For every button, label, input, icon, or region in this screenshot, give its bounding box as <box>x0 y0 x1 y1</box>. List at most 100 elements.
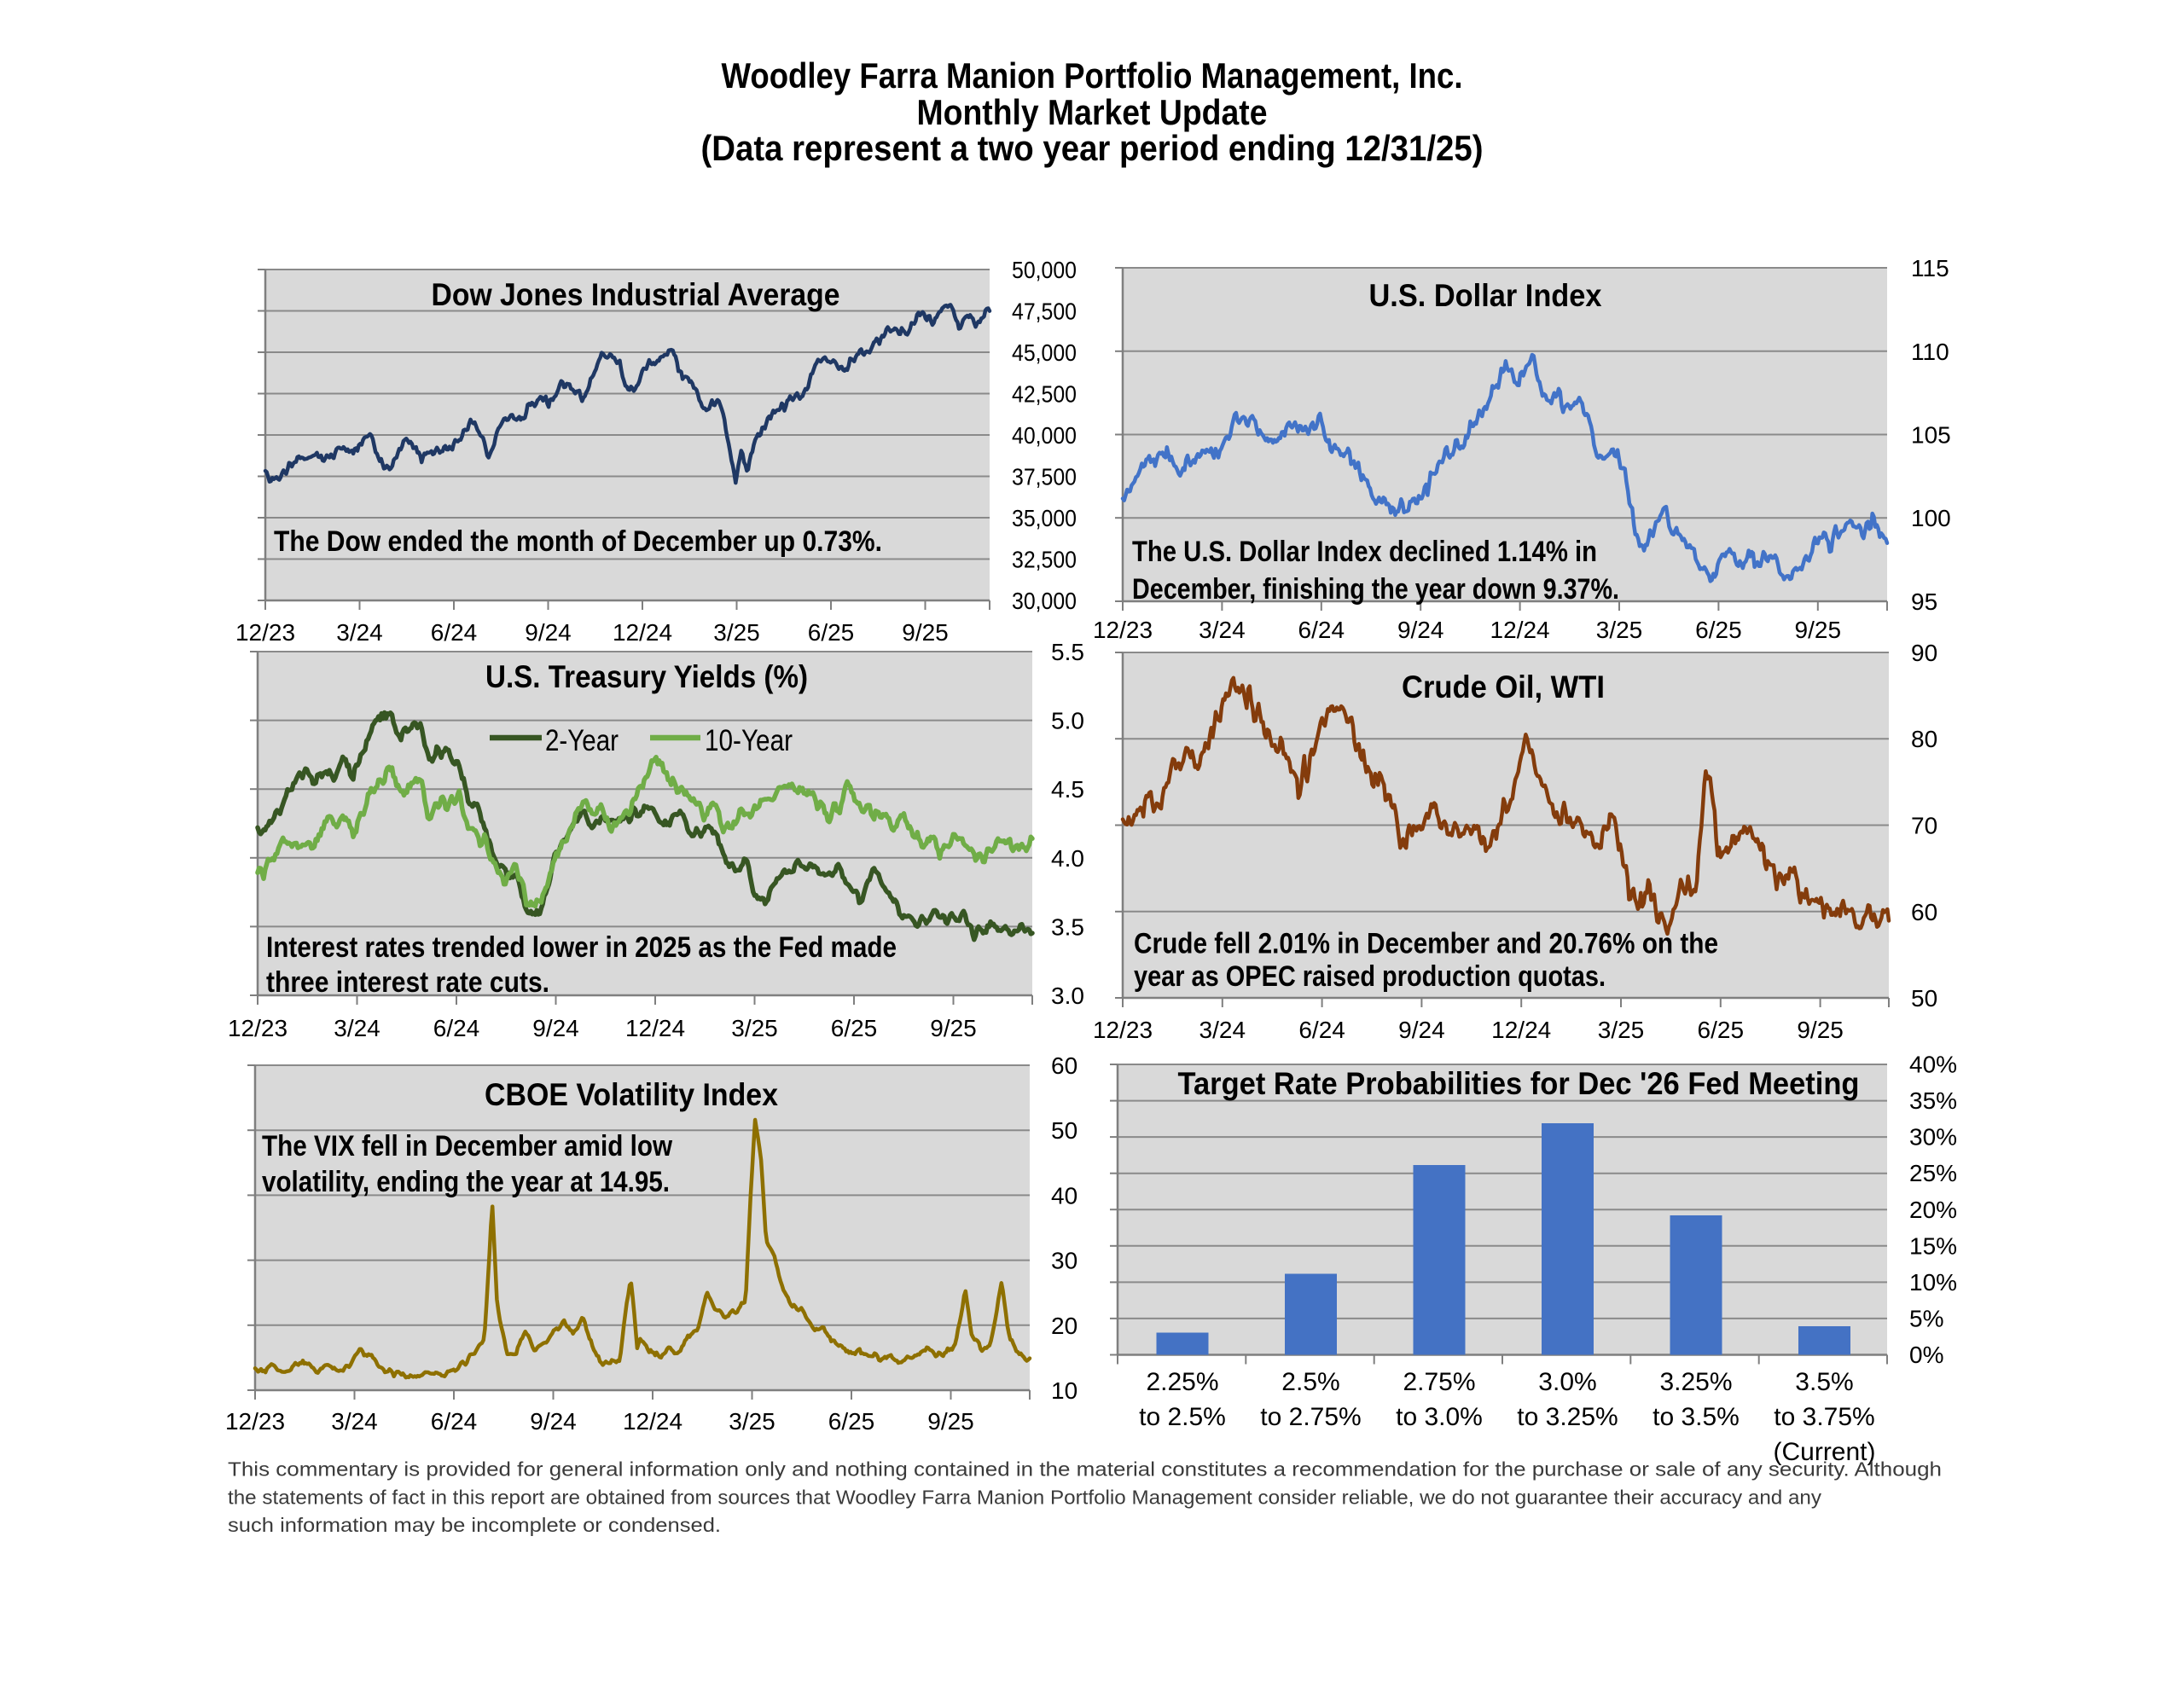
svg-text:9/24: 9/24 <box>1398 1017 1445 1043</box>
svg-text:(Current): (Current) <box>1773 1438 1875 1466</box>
svg-text:9/25: 9/25 <box>930 1015 977 1041</box>
svg-text:95: 95 <box>1911 588 1937 615</box>
svg-text:90: 90 <box>1911 640 1937 666</box>
svg-text:20: 20 <box>1051 1313 1077 1339</box>
svg-text:12/24: 12/24 <box>1491 1017 1551 1043</box>
svg-text:6/25: 6/25 <box>831 1015 878 1041</box>
svg-text:110: 110 <box>1911 339 1949 365</box>
svg-text:9/24: 9/24 <box>1397 617 1444 643</box>
svg-text:three interest rate cuts.: three interest rate cuts. <box>266 966 549 999</box>
svg-text:Target Rate Probabilities for: Target Rate Probabilities for Dec '26 Fe… <box>1178 1066 1860 1101</box>
svg-text:2.75%: 2.75% <box>1403 1368 1475 1396</box>
svg-text:The Dow ended the month of Dec: The Dow ended the month of December up 0… <box>274 525 882 558</box>
svg-text:70: 70 <box>1911 813 1937 839</box>
svg-text:25%: 25% <box>1909 1160 1957 1186</box>
svg-text:12/24: 12/24 <box>1490 617 1550 643</box>
svg-text:12/24: 12/24 <box>625 1015 685 1041</box>
svg-text:The VIX fell in December amid: The VIX fell in December amid low <box>262 1130 672 1162</box>
svg-text:2-Year: 2-Year <box>545 724 619 757</box>
svg-text:3/24: 3/24 <box>334 1015 380 1041</box>
svg-text:15%: 15% <box>1909 1232 1957 1259</box>
svg-text:to 2.5%: to 2.5% <box>1139 1403 1226 1431</box>
svg-text:3/24: 3/24 <box>331 1408 378 1435</box>
svg-text:3/25: 3/25 <box>729 1408 775 1435</box>
svg-text:12/23: 12/23 <box>225 1408 285 1435</box>
svg-text:10: 10 <box>1051 1377 1077 1404</box>
svg-text:12/23: 12/23 <box>1093 617 1153 643</box>
svg-text:50: 50 <box>1911 985 1937 1012</box>
svg-text:U.S. Dollar Index: U.S. Dollar Index <box>1369 278 1602 313</box>
svg-text:U.S. Treasury Yields (%): U.S. Treasury Yields (%) <box>485 659 808 694</box>
svg-text:6/25: 6/25 <box>1695 617 1742 643</box>
svg-text:such information may be incomp: such information may be incomplete or co… <box>228 1514 721 1536</box>
svg-text:CBOE Volatility Index: CBOE Volatility Index <box>485 1077 778 1112</box>
svg-text:9/25: 9/25 <box>1795 617 1842 643</box>
svg-text:December, finishing the year d: December, finishing the year down 9.37%. <box>1132 573 1619 606</box>
svg-text:Crude Oil, WTI: Crude Oil, WTI <box>1402 670 1605 704</box>
svg-text:5.0: 5.0 <box>1051 708 1084 734</box>
svg-text:3.25%: 3.25% <box>1659 1368 1732 1396</box>
svg-text:20%: 20% <box>1909 1197 1957 1223</box>
svg-text:100: 100 <box>1911 505 1951 531</box>
svg-text:4.5: 4.5 <box>1051 776 1084 803</box>
svg-text:volatility, ending the year at: volatility, ending the year at 14.95. <box>262 1166 670 1198</box>
svg-text:3/25: 3/25 <box>713 619 760 646</box>
svg-text:50: 50 <box>1051 1117 1077 1144</box>
svg-text:9/25: 9/25 <box>902 619 949 646</box>
svg-text:2.25%: 2.25% <box>1146 1368 1218 1396</box>
svg-text:80: 80 <box>1911 726 1937 752</box>
svg-text:0%: 0% <box>1909 1342 1943 1368</box>
svg-text:3/24: 3/24 <box>1199 1017 1246 1043</box>
svg-text:45,000: 45,000 <box>1012 339 1077 366</box>
svg-text:40,000: 40,000 <box>1012 422 1077 449</box>
svg-text:Woodley Farra Manion Portfolio: Woodley Farra Manion Portfolio Managemen… <box>722 55 1463 96</box>
svg-text:6/24: 6/24 <box>431 619 478 646</box>
svg-text:9/24: 9/24 <box>525 619 572 646</box>
svg-text:40: 40 <box>1051 1182 1077 1209</box>
svg-text:9/24: 9/24 <box>530 1408 577 1435</box>
svg-text:35,000: 35,000 <box>1012 505 1077 531</box>
svg-text:105: 105 <box>1911 422 1951 449</box>
svg-text:3.5%: 3.5% <box>1795 1368 1853 1396</box>
svg-text:Dow Jones Industrial Average: Dow Jones Industrial Average <box>432 277 840 312</box>
svg-text:to 3.0%: to 3.0% <box>1396 1403 1483 1431</box>
svg-text:3/24: 3/24 <box>1199 617 1246 643</box>
svg-text:12/23: 12/23 <box>228 1015 288 1041</box>
svg-text:This commentary is provided fo: This commentary is provided for general … <box>228 1458 1942 1481</box>
svg-text:12/23: 12/23 <box>235 619 295 646</box>
svg-text:10-Year: 10-Year <box>705 724 793 757</box>
svg-text:to 3.75%: to 3.75% <box>1774 1403 1874 1431</box>
svg-text:9/24: 9/24 <box>532 1015 579 1041</box>
svg-text:the statements of fact in this: the statements of fact in this report ar… <box>228 1486 1822 1508</box>
svg-text:5.5: 5.5 <box>1051 639 1084 665</box>
svg-text:6/25: 6/25 <box>808 619 855 646</box>
svg-text:6/24: 6/24 <box>431 1408 478 1435</box>
svg-text:Monthly Market Update: Monthly Market Update <box>917 92 1268 132</box>
svg-text:Interest rates trended lower i: Interest rates trended lower in 2025 as … <box>266 931 897 964</box>
svg-text:to 2.75%: to 2.75% <box>1260 1403 1361 1431</box>
svg-text:3.0%: 3.0% <box>1538 1368 1596 1396</box>
svg-text:year as OPEC raised production: year as OPEC raised production quotas. <box>1134 960 1606 993</box>
svg-text:4.0: 4.0 <box>1051 845 1084 872</box>
svg-text:30,000: 30,000 <box>1012 588 1077 614</box>
svg-text:115: 115 <box>1911 255 1949 281</box>
svg-text:10%: 10% <box>1909 1269 1957 1296</box>
svg-text:9/25: 9/25 <box>1797 1017 1844 1043</box>
svg-text:60: 60 <box>1911 899 1937 925</box>
svg-text:50,000: 50,000 <box>1012 257 1077 283</box>
svg-text:60: 60 <box>1051 1052 1077 1079</box>
svg-text:3.5: 3.5 <box>1051 913 1084 940</box>
svg-text:35%: 35% <box>1909 1087 1957 1114</box>
svg-text:to 3.5%: to 3.5% <box>1653 1403 1740 1431</box>
svg-text:37,500: 37,500 <box>1012 464 1077 490</box>
svg-text:6/24: 6/24 <box>433 1015 480 1041</box>
svg-text:9/25: 9/25 <box>927 1408 974 1435</box>
svg-text:5%: 5% <box>1909 1305 1943 1331</box>
svg-text:12/23: 12/23 <box>1093 1017 1153 1043</box>
svg-text:6/25: 6/25 <box>828 1408 875 1435</box>
svg-text:30%: 30% <box>1909 1124 1957 1151</box>
svg-text:(Data represent a two year per: (Data represent a two year period ending… <box>701 128 1484 168</box>
svg-text:40%: 40% <box>1909 1052 1957 1078</box>
svg-text:3/24: 3/24 <box>336 619 383 646</box>
svg-text:The U.S. Dollar Index declined: The U.S. Dollar Index declined 1.14% in <box>1132 536 1597 568</box>
